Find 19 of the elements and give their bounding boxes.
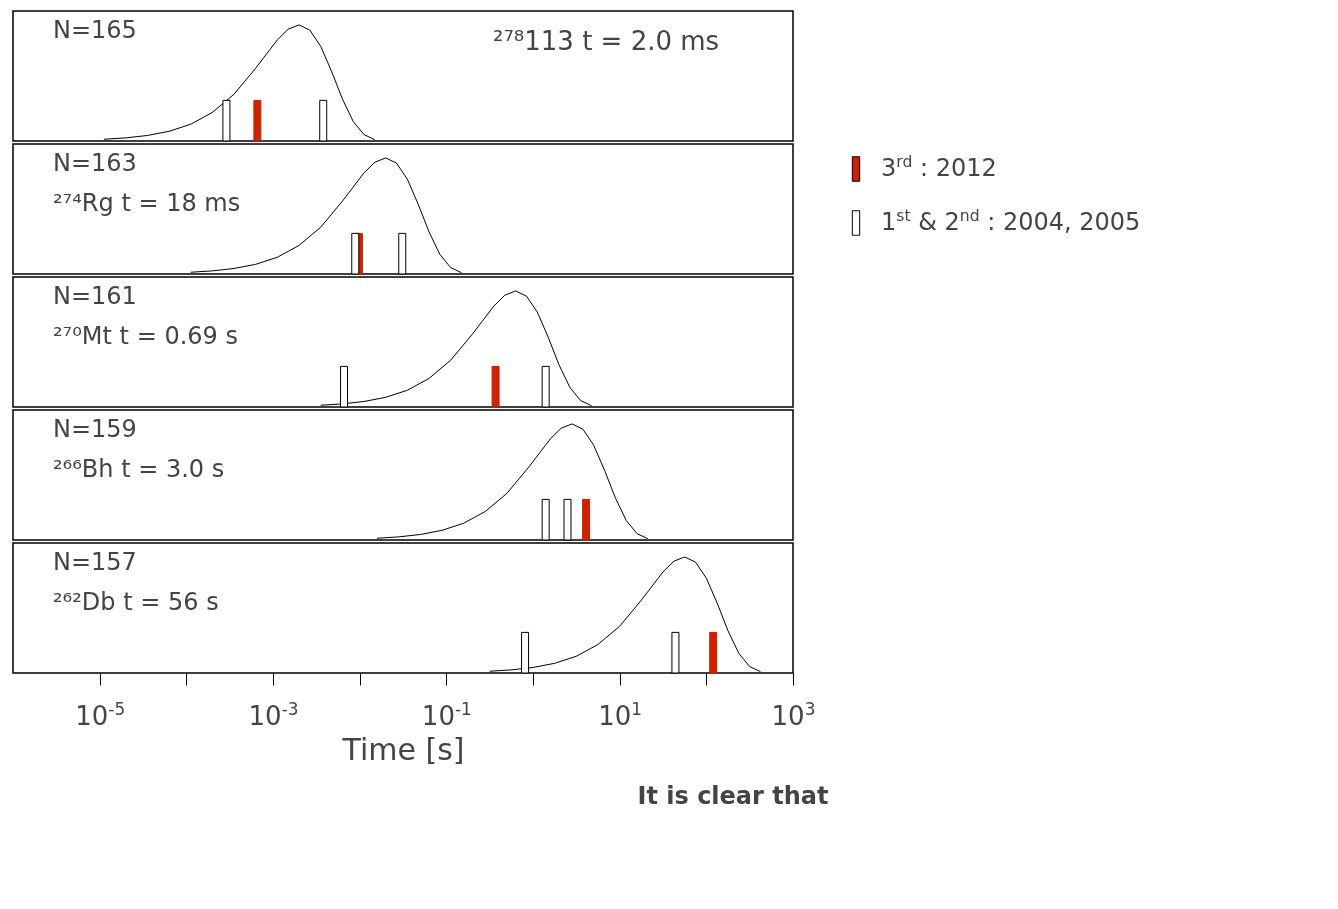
- annotation: N=161: [53, 282, 137, 310]
- x-tick-label: 10$^{1}$: [598, 698, 643, 731]
- text: It is clear that: [637, 782, 829, 810]
- annotation: N=159: [53, 415, 137, 443]
- x-tick-label: 10$^{-5}$: [75, 698, 126, 731]
- annotation: ²⁶²Db t = 56 s: [53, 588, 219, 616]
- x-axis-title: Time [s]: [341, 731, 465, 767]
- annotation: N=157: [53, 548, 137, 576]
- annotation: ²⁷⁰Mt t = 0.69 s: [53, 322, 238, 350]
- x-tick-label: 10$^{-3}$: [248, 698, 299, 731]
- x-tick-label: 10$^{-1}$: [421, 698, 472, 731]
- annotation: N=165: [53, 16, 137, 44]
- x-tick-label: 10$^{3}$: [771, 698, 816, 731]
- annotation: ²⁷⁴Rg t = 18 ms: [53, 189, 241, 217]
- legend-label: 3$^{rd}$ : 2012: [881, 153, 997, 182]
- annotation: ²⁷⁸113 t = 2.0 ms: [493, 26, 720, 56]
- annotation: ²⁶⁶Bh t = 3.0 s: [53, 455, 225, 483]
- legend-label: 1$^{st}$ & 2$^{nd}$ : 2004, 2005: [881, 207, 1141, 236]
- annotation: N=163: [53, 149, 137, 177]
